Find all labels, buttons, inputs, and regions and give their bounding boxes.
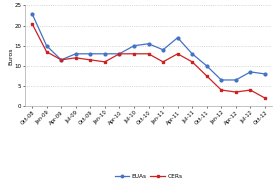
EUAs	[263, 73, 267, 75]
EUAs	[220, 79, 223, 81]
CERs	[89, 59, 92, 61]
CERs	[176, 53, 179, 55]
EUAs	[234, 79, 238, 81]
Legend: EUAs, CERs: EUAs, CERs	[115, 173, 182, 179]
EUAs	[132, 45, 136, 47]
Line: EUAs: EUAs	[31, 12, 266, 81]
CERs	[103, 61, 106, 63]
EUAs	[191, 53, 194, 55]
CERs	[249, 89, 252, 91]
EUAs	[59, 59, 63, 61]
EUAs	[205, 65, 208, 67]
CERs	[147, 53, 150, 55]
CERs	[205, 75, 208, 77]
CERs	[59, 59, 63, 61]
CERs	[45, 51, 48, 53]
Line: CERs: CERs	[31, 22, 266, 100]
CERs	[263, 97, 267, 99]
EUAs	[249, 71, 252, 73]
CERs	[234, 91, 238, 93]
CERs	[30, 23, 34, 25]
EUAs	[30, 12, 34, 15]
EUAs	[118, 53, 121, 55]
CERs	[220, 89, 223, 91]
CERs	[118, 53, 121, 55]
EUAs	[161, 49, 165, 51]
EUAs	[147, 43, 150, 45]
CERs	[132, 53, 136, 55]
EUAs	[176, 37, 179, 39]
EUAs	[103, 53, 106, 55]
EUAs	[89, 53, 92, 55]
CERs	[191, 61, 194, 63]
CERs	[161, 61, 165, 63]
CERs	[74, 57, 77, 59]
EUAs	[45, 45, 48, 47]
EUAs	[74, 53, 77, 55]
Y-axis label: Euros: Euros	[8, 47, 13, 65]
